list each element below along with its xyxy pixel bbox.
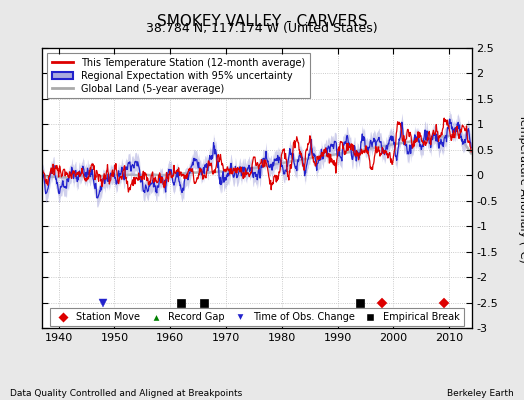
Text: SMOKEY VALLEY - CARVERS: SMOKEY VALLEY - CARVERS [157,14,367,29]
Text: 38.784 N, 117.174 W (United States): 38.784 N, 117.174 W (United States) [146,22,378,35]
Y-axis label: Temperature Anomaly (°C): Temperature Anomaly (°C) [518,114,524,262]
Text: Data Quality Controlled and Aligned at Breakpoints: Data Quality Controlled and Aligned at B… [10,389,243,398]
Text: Berkeley Earth: Berkeley Earth [447,389,514,398]
Legend: Station Move, Record Gap, Time of Obs. Change, Empirical Break: Station Move, Record Gap, Time of Obs. C… [50,308,464,326]
